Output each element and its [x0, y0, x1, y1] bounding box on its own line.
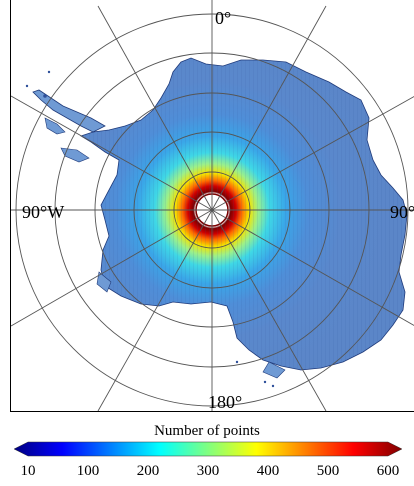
- colorbar-tick-label: 200: [136, 463, 160, 479]
- colorbar-tick-label: 400: [256, 463, 280, 479]
- colorbar-tick-label: 600: [376, 463, 400, 479]
- antarctica-density-map: [11, 0, 414, 411]
- colorbar-tick-label: 300: [196, 463, 220, 479]
- map-frame: 0° 180° 90°W 90°E: [10, 0, 414, 412]
- colorbar-tick-label: 10: [20, 463, 36, 479]
- lon-label-90w: 90°W: [22, 202, 65, 222]
- colorbar-title: Number of points: [154, 423, 260, 439]
- lon-label-180: 180°: [208, 392, 243, 412]
- lon-label-0: 0°: [215, 8, 232, 28]
- meridian-lines: [11, 0, 414, 411]
- colorbar-tick-label: 100: [76, 463, 100, 479]
- colorbar: [13, 441, 403, 457]
- antarctica-continent: [25, 57, 408, 388]
- colorbar-tick-label: 500: [316, 463, 340, 479]
- lon-label-90e: 90°E: [390, 202, 414, 222]
